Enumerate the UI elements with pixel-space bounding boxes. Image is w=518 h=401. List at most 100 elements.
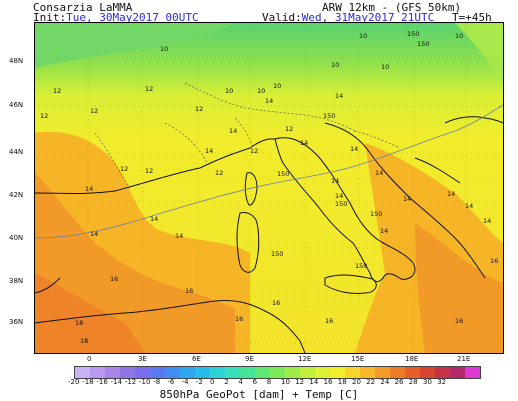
temperature-label: 14 xyxy=(175,232,183,240)
legend-tick-label: -14 xyxy=(110,378,123,386)
temperature-label: 14 xyxy=(375,169,383,177)
legend-tick-label: 12 xyxy=(295,378,305,386)
lat-label: 48N xyxy=(9,57,24,65)
color-legend xyxy=(74,366,481,379)
legend-tick-label: -16 xyxy=(96,378,108,386)
temperature-label: 14 xyxy=(331,177,339,185)
temperature-label: 12 xyxy=(215,169,223,177)
temperature-label: 16 xyxy=(235,315,243,323)
temperature-label: 14 xyxy=(403,195,411,203)
legend-swatch xyxy=(285,367,300,378)
lon-label: 9E xyxy=(245,355,254,363)
temperature-label: 14 xyxy=(229,127,237,135)
temperature-label: 12 xyxy=(145,85,153,93)
temperature-label: 14 xyxy=(205,147,213,155)
legend-swatch xyxy=(330,367,345,378)
legend-tick-label: -10 xyxy=(139,378,151,386)
temperature-label: 18 xyxy=(75,319,83,327)
weather-map: 150 150 150 150 150 150 150 150 10 10 10 10 10 10 10 10… xyxy=(35,23,503,353)
legend-swatch xyxy=(420,367,435,378)
temperature-label: 12 xyxy=(40,112,48,120)
legend-tick-label: -18 xyxy=(82,378,94,386)
temperature-label: 12 xyxy=(195,105,203,113)
legend-tick-label: 0 xyxy=(210,378,215,386)
temperature-label: 12 xyxy=(250,147,258,155)
geopotential-label: 150 xyxy=(355,262,367,270)
temperature-label: 14 xyxy=(483,217,491,225)
valid-time: Valid:Wed, 31May2017 21UTC xyxy=(262,12,434,24)
map-caption: 850hPa GeoPot [dam] + Temp [C] xyxy=(159,388,359,401)
legend-swatch xyxy=(150,367,165,378)
temperature-label: 10 xyxy=(257,87,265,95)
lat-label: 40N xyxy=(9,234,24,242)
legend-swatch xyxy=(165,367,180,378)
temperature-label: 14 xyxy=(380,227,388,235)
temperature-label: 14 xyxy=(335,192,343,200)
legend-tick-label: -6 xyxy=(167,378,175,386)
geopotential-label: 150 xyxy=(277,170,289,178)
temperature-label: 12 xyxy=(53,87,61,95)
temperature-label: 14 xyxy=(350,145,358,153)
init-time: Init:Tue, 30May2017 00UTC xyxy=(33,12,199,24)
legend-swatch xyxy=(360,367,375,378)
temperature-label: 10 xyxy=(273,82,281,90)
temperature-label: 10 xyxy=(455,32,463,40)
legend-tick-label: 14 xyxy=(309,378,319,386)
geopotential-label: 150 xyxy=(417,40,429,48)
legend-swatch xyxy=(75,367,90,378)
valid-value: Wed, 31May2017 21UTC xyxy=(301,11,435,24)
temperature-label: 16 xyxy=(272,299,280,307)
legend-swatch xyxy=(225,367,240,378)
legend-swatch xyxy=(345,367,360,378)
geopotential-label: 150 xyxy=(370,210,382,218)
temperature-label: 10 xyxy=(225,87,233,95)
legend-swatch xyxy=(300,367,315,378)
legend-tick-label: 16 xyxy=(323,378,333,386)
cool-northwest xyxy=(35,23,235,68)
forecast-step: T=+45h xyxy=(452,11,492,24)
temperature-label: 12 xyxy=(145,167,153,175)
legend-tick-label: 26 xyxy=(394,378,404,386)
borders xyxy=(94,82,401,189)
temperature-label: 16 xyxy=(490,257,498,265)
legend-tick-label: 28 xyxy=(408,378,418,386)
legend-tick-label: 4 xyxy=(238,378,243,386)
legend-swatch xyxy=(255,367,270,378)
lon-label: 6E xyxy=(192,355,201,363)
geopotential-label: 150 xyxy=(335,200,347,208)
legend-swatch xyxy=(120,367,135,378)
sea-warmest-south xyxy=(35,273,145,353)
legend-tick-label: 24 xyxy=(380,378,390,386)
temperature-label: 18 xyxy=(80,337,88,345)
temperature-label: 12 xyxy=(285,125,293,133)
legend-swatch xyxy=(180,367,195,378)
legend-tick-label: 20 xyxy=(352,378,361,386)
lon-label: 21E xyxy=(457,355,471,363)
legend-swatch xyxy=(135,367,150,378)
legend-tick-label: -2 xyxy=(195,378,203,386)
legend-swatch xyxy=(90,367,105,378)
legend-swatch xyxy=(315,367,330,378)
geopotential-label: 150 xyxy=(271,250,283,258)
legend-swatch xyxy=(270,367,285,378)
legend-swatch xyxy=(450,367,465,378)
geopotential-label: 150 xyxy=(407,30,419,38)
legend-tick-label: -8 xyxy=(153,378,161,386)
temperature-label: 12 xyxy=(120,165,128,173)
cool-northeast xyxy=(455,23,503,83)
legend-swatch xyxy=(465,367,480,378)
lat-label: 42N xyxy=(9,191,24,199)
legend-tick-label: 2 xyxy=(224,378,229,386)
temperature-label: 14 xyxy=(90,230,98,238)
temperature-label: 16 xyxy=(455,317,463,325)
legend-tick-label: 18 xyxy=(337,378,347,386)
legend-swatch xyxy=(240,367,255,378)
legend-tick-label: 8 xyxy=(266,378,272,386)
legend-swatch xyxy=(375,367,390,378)
lon-label: 3E xyxy=(138,355,147,363)
legend-swatch xyxy=(435,367,450,378)
legend-tick-label: 22 xyxy=(366,378,376,386)
geopotential-label: 150 xyxy=(323,112,335,120)
legend-swatch xyxy=(390,367,405,378)
lon-label: 15E xyxy=(351,355,365,363)
